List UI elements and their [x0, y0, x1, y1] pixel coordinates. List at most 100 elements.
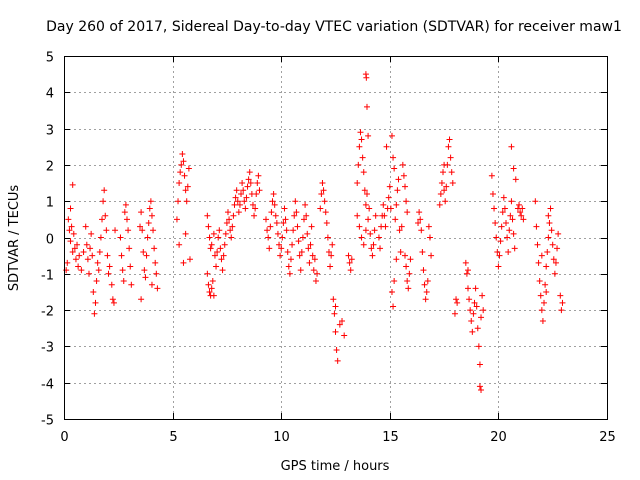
data-point	[231, 201, 238, 208]
data-point	[206, 234, 213, 241]
data-point	[310, 267, 317, 274]
data-point	[247, 180, 254, 187]
data-point	[148, 281, 155, 288]
data-point	[497, 238, 504, 245]
data-point	[418, 227, 425, 234]
data-point	[123, 216, 130, 223]
data-point	[88, 230, 95, 237]
y-tick-label: 3	[46, 124, 54, 139]
data-point	[472, 285, 479, 292]
data-point	[74, 241, 81, 248]
data-point	[348, 256, 355, 263]
data-point	[508, 198, 515, 205]
data-point	[285, 263, 292, 270]
data-point	[120, 278, 127, 285]
data-point	[360, 241, 367, 248]
data-point	[274, 230, 281, 237]
data-point	[109, 296, 116, 303]
data-point	[383, 143, 390, 150]
data-point	[184, 183, 191, 190]
data-point	[415, 219, 422, 226]
data-point	[295, 238, 302, 245]
data-point	[110, 299, 117, 306]
data-point	[210, 230, 217, 237]
data-point	[498, 223, 505, 230]
data-point	[277, 252, 284, 259]
data-point	[331, 310, 338, 317]
data-point	[419, 249, 426, 256]
data-point	[283, 227, 290, 234]
data-point	[332, 328, 339, 335]
data-point	[558, 307, 565, 314]
data-point	[180, 158, 187, 165]
data-point	[323, 219, 330, 226]
data-point	[142, 274, 149, 281]
data-point	[137, 223, 144, 230]
data-point	[479, 292, 486, 299]
data-point	[532, 198, 539, 205]
data-point	[422, 296, 429, 303]
data-point	[232, 194, 239, 201]
data-point	[402, 252, 409, 259]
data-point	[322, 209, 329, 216]
data-point	[545, 234, 552, 241]
data-point	[94, 259, 101, 266]
data-point	[554, 245, 561, 252]
data-point	[365, 132, 372, 139]
data-point	[406, 270, 413, 277]
data-point	[491, 205, 498, 212]
data-point	[345, 252, 352, 259]
data-point	[357, 129, 364, 136]
data-point	[312, 278, 319, 285]
x-tick-label: 5	[169, 430, 177, 445]
data-point	[291, 212, 298, 219]
data-point	[279, 234, 286, 241]
data-point	[245, 176, 252, 183]
data-point	[289, 241, 296, 248]
data-point	[492, 219, 499, 226]
data-point	[118, 252, 125, 259]
data-point	[537, 292, 544, 299]
data-point	[550, 256, 557, 263]
data-point	[102, 212, 109, 219]
data-point	[375, 234, 382, 241]
data-point	[287, 256, 294, 263]
data-point	[64, 259, 71, 266]
data-point	[324, 234, 331, 241]
data-point	[213, 263, 220, 270]
data-point	[518, 212, 525, 219]
data-point	[362, 227, 369, 234]
data-point	[542, 281, 549, 288]
data-point	[182, 230, 189, 237]
data-point	[467, 307, 474, 314]
y-tick-label: -3	[41, 341, 54, 356]
data-point	[269, 198, 276, 205]
data-point	[90, 288, 97, 295]
data-point	[358, 136, 365, 143]
data-point	[273, 219, 280, 226]
y-tick-label: -5	[41, 414, 54, 429]
data-point	[238, 190, 245, 197]
data-point	[478, 386, 485, 393]
data-point	[539, 317, 546, 324]
data-point	[462, 259, 469, 266]
y-tick-label: 0	[46, 233, 54, 248]
data-point	[293, 209, 300, 216]
data-point	[178, 161, 185, 168]
data-point	[380, 201, 387, 208]
data-point	[119, 267, 126, 274]
data-point	[147, 198, 154, 205]
data-point	[154, 285, 161, 292]
data-point	[363, 74, 370, 81]
data-point	[417, 216, 424, 223]
data-point	[83, 241, 90, 248]
data-point	[267, 223, 274, 230]
data-point	[139, 227, 146, 234]
data-point	[426, 234, 433, 241]
data-point	[447, 154, 454, 161]
data-point	[548, 227, 555, 234]
data-point	[70, 230, 77, 237]
data-point	[180, 259, 187, 266]
data-point	[246, 169, 253, 176]
data-point	[84, 256, 91, 263]
